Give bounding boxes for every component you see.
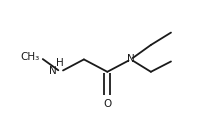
- Text: N: N: [49, 66, 57, 76]
- Text: O: O: [103, 99, 111, 109]
- Text: H: H: [56, 58, 64, 68]
- Text: N: N: [127, 54, 135, 64]
- Text: CH₃: CH₃: [20, 52, 40, 62]
